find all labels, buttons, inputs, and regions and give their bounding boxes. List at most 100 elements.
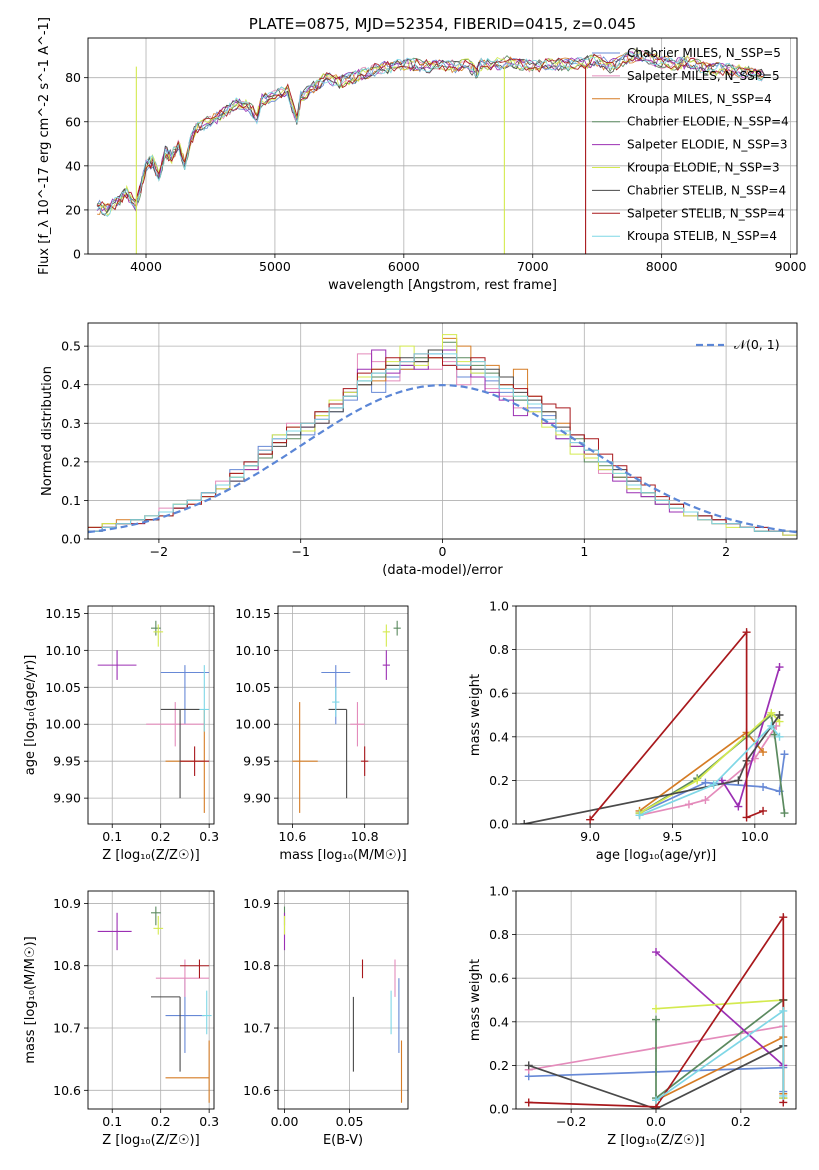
plot-frame: [87, 37, 798, 255]
x-axis-label: age [log₁₀(age/yr)]: [596, 848, 717, 863]
y-tick-label: 10.10: [45, 643, 81, 658]
y-axis-label: mass weight: [468, 674, 483, 756]
weight-marker: [652, 948, 660, 957]
y-tick-label: 9.95: [243, 754, 271, 769]
x-tick-label: 10.6: [279, 829, 307, 844]
x-tick-label: −1: [291, 544, 309, 559]
x-axis-label: mass [log₁₀(M/M☉)]: [279, 848, 406, 863]
y-tick-label: 80: [65, 70, 81, 85]
y-tick-label: 10.15: [235, 606, 271, 621]
x-tick-label: 0.3: [199, 829, 219, 844]
x-tick-label: 10.0: [741, 829, 769, 844]
y-tick-label: 0.8: [489, 642, 509, 657]
legend-entry: Salpeter MILES, N_SSP=5: [627, 69, 780, 83]
x-tick-label: 4000: [130, 259, 162, 274]
y-tick-label: 10.6: [243, 1083, 271, 1098]
y-tick-label: 0.3: [61, 416, 81, 431]
plot-frame: [87, 605, 215, 825]
chart-title: PLATE=0875, MJD=52354, FIBERID=0415, z=0…: [249, 15, 636, 33]
y-tick-label: 60: [65, 114, 81, 129]
x-axis-label: Z [log₁₀(Z/Z☉)]: [102, 1133, 199, 1148]
plot-frame: [87, 322, 798, 540]
y-tick-label: 10.9: [53, 896, 81, 911]
x-tick-label: 5000: [259, 259, 291, 274]
weight-marker: [775, 711, 784, 719]
legend-entry: Kroupa MILES, N_SSP=4: [627, 92, 772, 106]
x-tick-label: 0.2: [151, 829, 171, 844]
y-tick-label: 0.0: [489, 817, 509, 832]
weight-marker: [759, 782, 768, 791]
y-tick-label: 10.9: [243, 896, 271, 911]
y-tick-label: 10.05: [45, 680, 81, 695]
plot-frame: [515, 605, 797, 825]
x-tick-label: 0.2: [151, 1114, 171, 1129]
x-axis-label: E(B-V): [323, 1133, 363, 1148]
legend-entry: 𝒩(0, 1): [734, 337, 780, 352]
chart-residuals: −2 −1 0 1 2 0.0 0.1 0.2 0.3 0.4 0.5 (data-model)/er…: [40, 322, 798, 578]
legend-entry: Salpeter ELODIE, N_SSP=3: [627, 138, 788, 152]
y-axis-label: Normed distribution: [40, 366, 55, 496]
y-tick-label: 0.4: [489, 729, 509, 744]
weight-marker: [779, 1006, 788, 1015]
weight-line: [639, 713, 786, 814]
y-tick-label: 0.2: [489, 1058, 509, 1073]
plot-area: [283, 906, 403, 1103]
legend: Chabrier MILES, N_SSP=5 Salpeter MILES, N…: [592, 46, 789, 243]
weight-marker: [586, 815, 595, 824]
x-tick-label: 0.1: [102, 829, 122, 844]
x-tick-label: 1: [580, 544, 588, 559]
y-tick-label: 0.2: [61, 454, 81, 469]
plot-frame: [277, 605, 409, 825]
weight-marker: [780, 750, 789, 759]
weight-marker: [684, 800, 693, 809]
plot-area: [524, 913, 788, 1109]
x-tick-label: −0.2: [556, 1114, 586, 1129]
legend-entry: Salpeter STELIB, N_SSP=4: [627, 206, 785, 220]
x-tick-label: 10.8: [351, 829, 379, 844]
x-tick-label: 2: [722, 544, 730, 559]
legend-entry: Chabrier STELIB, N_SSP=4: [627, 183, 786, 197]
x-tick-label: 0.1: [102, 1114, 122, 1129]
y-tick-label: 10.05: [235, 680, 271, 695]
x-axis-label: Z [log₁₀(Z/Z☉)]: [607, 1133, 704, 1148]
x-axis-label: (data-model)/error: [382, 563, 503, 578]
y-tick-label: 0.5: [61, 339, 81, 354]
y-tick-label: 0.4: [489, 1014, 509, 1029]
weight-marker: [780, 809, 789, 818]
plot-area: [96, 48, 766, 254]
y-tick-label: 9.95: [53, 754, 81, 769]
x-axis-label: wavelength [Angstrom, rest frame]: [328, 278, 557, 293]
y-axis-label: mass weight: [468, 959, 483, 1041]
weight-line: [524, 714, 781, 824]
y-tick-label: 10.8: [53, 958, 81, 973]
plot-frame: [277, 890, 409, 1110]
legend: 𝒩(0, 1): [696, 337, 780, 352]
x-tick-label: 7000: [517, 259, 549, 274]
chart-age-vs-z: 0.1 0.2 0.3 9.90 9.95 10.00 10.05 10.10 10.15 Z […: [23, 605, 219, 863]
spectrum-line: [96, 52, 765, 211]
legend-entry: Chabrier ELODIE, N_SSP=4: [627, 115, 789, 129]
y-tick-label: 0.2: [489, 773, 509, 788]
grid: [278, 606, 408, 824]
weight-marker: [734, 802, 743, 811]
y-tick-label: 0.0: [489, 1102, 509, 1117]
x-tick-label: 9000: [775, 259, 807, 274]
chart-age-vs-mass: 10.6 10.8 9.90 9.95 10.00 10.05 10.10 10.15 mass…: [235, 605, 409, 863]
y-tick-label: 20: [65, 202, 81, 217]
grid: [88, 606, 214, 824]
plot-frame: [87, 890, 215, 1110]
weight-marker: [767, 708, 776, 717]
plot-frame: [515, 890, 797, 1110]
weight-line: [589, 629, 764, 821]
y-tick-label: 1.0: [489, 884, 509, 899]
weight-line: [638, 731, 764, 812]
y-tick-label: 0.6: [489, 971, 509, 986]
weight-marker: [767, 721, 776, 730]
y-tick-label: 0.6: [489, 686, 509, 701]
plot-area: [97, 620, 210, 813]
legend-entry: Kroupa STELIB, N_SSP=4: [627, 229, 777, 243]
weight-marker: [701, 778, 710, 787]
weight-marker: [759, 748, 768, 757]
y-tick-label: 0.0: [61, 532, 81, 547]
